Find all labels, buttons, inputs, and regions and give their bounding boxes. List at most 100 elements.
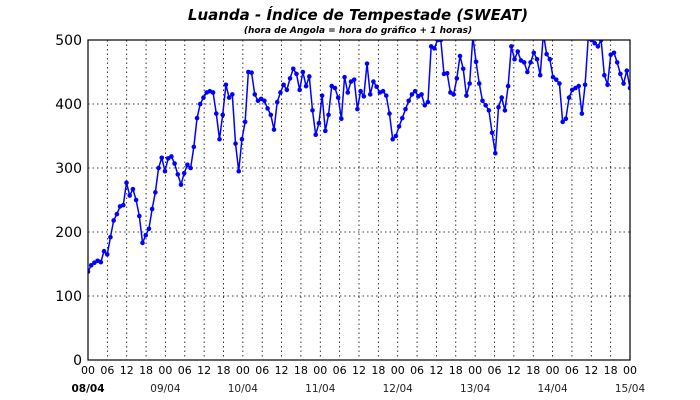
data-point: [233, 141, 238, 146]
series-sweat: [88, 40, 630, 274]
data-point: [393, 133, 399, 139]
date-label: 15/04: [615, 383, 646, 395]
data-point: [162, 168, 168, 174]
x-tick-label: 00: [81, 364, 95, 377]
data-point: [306, 74, 312, 79]
data-point: [409, 92, 415, 97]
data-point: [499, 95, 505, 100]
data-point: [444, 70, 450, 76]
data-point: [156, 165, 161, 171]
data-point: [537, 72, 543, 78]
plot-frame: [87, 39, 631, 361]
data-point: [284, 87, 290, 93]
data-point: [172, 161, 177, 166]
data-point: [323, 128, 328, 134]
data-point: [191, 144, 197, 150]
data-point: [406, 98, 412, 104]
x-tick-label: 00: [468, 364, 482, 377]
x-tick-label: 18: [294, 364, 308, 377]
x-tick-label: 00: [158, 364, 172, 377]
data-point: [476, 81, 482, 86]
data-point: [316, 120, 322, 126]
data-point: [188, 165, 193, 171]
y-tick-label: 0: [73, 353, 82, 369]
data-point: [467, 81, 472, 86]
data-point: [104, 252, 110, 257]
data-point: [178, 182, 184, 187]
x-tick-label: 00: [546, 364, 560, 377]
data-point: [143, 232, 149, 238]
date-label: 11/04: [305, 383, 336, 395]
data-point: [133, 197, 139, 203]
data-point: [146, 226, 152, 232]
data-point: [521, 60, 527, 65]
data-point: [390, 136, 395, 142]
date-label: 12/04: [383, 383, 414, 395]
data-point: [114, 211, 120, 217]
data-point: [371, 79, 376, 84]
x-tick-label: 18: [526, 364, 540, 377]
data-point: [300, 69, 306, 75]
data-point: [595, 44, 601, 49]
data-point: [223, 82, 229, 88]
data-point: [611, 50, 617, 56]
x-tick-label: 12: [429, 364, 443, 377]
x-tick-label: 06: [100, 364, 114, 377]
data-point: [111, 218, 116, 223]
data-point: [396, 124, 402, 129]
data-point: [602, 72, 607, 78]
data-point: [181, 170, 187, 176]
chart-title: Luanda - Índice de Tempestade (SWEAT): [188, 5, 528, 24]
data-point: [249, 70, 254, 75]
data-point: [120, 202, 126, 208]
y-axis: 0 100 200 300 400 500: [55, 33, 82, 369]
data-point: [108, 234, 113, 240]
x-tick-label: 18: [604, 364, 618, 377]
data-point: [137, 213, 142, 219]
data-point: [175, 172, 181, 177]
data-point: [319, 93, 325, 98]
data-point: [210, 90, 216, 95]
data-point: [342, 74, 347, 80]
data-point: [505, 83, 511, 89]
data-point: [197, 101, 203, 107]
data-point: [242, 119, 248, 125]
data-point: [294, 71, 299, 77]
data-point: [287, 76, 293, 81]
data-point: [563, 116, 569, 122]
data-point: [480, 98, 485, 104]
data-point: [464, 93, 469, 98]
x-tick-label: 18: [449, 364, 463, 377]
x-tick-label: 06: [488, 364, 502, 377]
data-point: [512, 56, 517, 62]
data-point: [403, 106, 408, 112]
data-point: [236, 168, 242, 174]
data-point: [457, 53, 463, 59]
series-group: [88, 40, 630, 274]
x-tick-label: 18: [217, 364, 231, 377]
x-tick-label: 12: [275, 364, 289, 377]
data-point: [278, 90, 283, 95]
data-point: [383, 93, 389, 98]
x-tick-label: 18: [371, 364, 385, 377]
data-point: [493, 150, 498, 156]
data-point: [525, 69, 530, 75]
x-tick-label: 06: [410, 364, 424, 377]
data-point: [361, 94, 367, 99]
x-axis: 00 06 12 18 00 06 12 18 00 06 12 18 00 06 12 18 00 06 12 18…: [71, 364, 645, 395]
data-point: [502, 108, 508, 113]
data-point: [252, 92, 258, 97]
data-point: [185, 162, 190, 168]
data-point: [169, 154, 174, 159]
data-point: [124, 180, 129, 186]
data-point: [326, 112, 331, 118]
data-point: [624, 68, 630, 74]
data-point: [496, 104, 501, 110]
data-point: [544, 51, 549, 57]
data-point: [579, 111, 585, 116]
x-tick-label: 06: [333, 364, 347, 377]
date-label: 14/04: [537, 383, 568, 395]
data-point: [101, 248, 107, 254]
data-point: [547, 56, 553, 62]
